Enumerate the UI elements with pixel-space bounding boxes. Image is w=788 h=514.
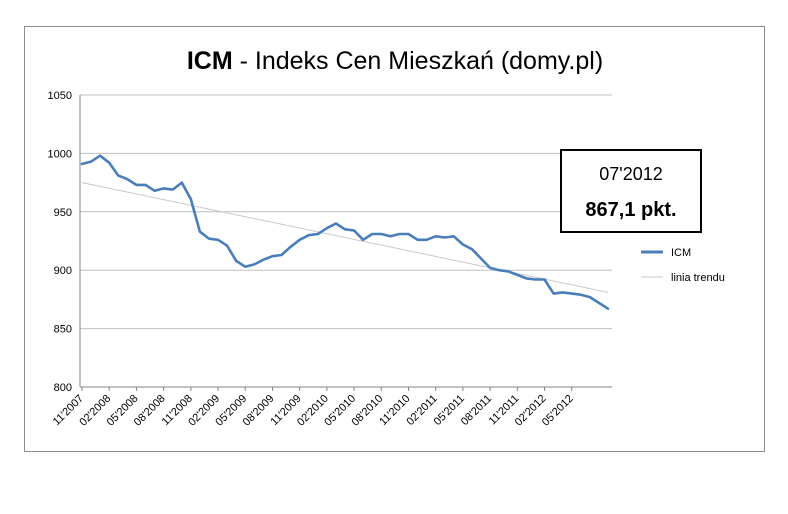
chart-title-rest: - Indeks Cen Mieszkań (domy.pl): [233, 47, 604, 75]
chart-svg: ICM - Indeks Cen Mieszkań (domy.pl) 8008…: [48, 47, 725, 429]
x-tick-label: 08'2011: [459, 393, 494, 428]
chart-title: ICM - Indeks Cen Mieszkań (domy.pl): [187, 47, 603, 75]
y-axis-tick-labels: 800 850 900 950 1000 1050: [48, 90, 72, 394]
annotation-box-border: [560, 149, 702, 233]
chart-frame: ICM - Indeks Cen Mieszkań (domy.pl) 800 8…: [24, 26, 765, 452]
legend-label-icm: ICM: [671, 247, 691, 259]
series-layer: [80, 154, 610, 311]
y-tick-label: 900: [54, 265, 72, 277]
annotation-month: 07'2012: [599, 164, 663, 184]
y-tick-label: 950: [54, 207, 72, 219]
y-tick-label: 1050: [48, 90, 72, 102]
annotation-value: 867,1 pkt.: [585, 199, 676, 221]
grid-layer: [79, 94, 612, 391]
y-tick-label: 1000: [48, 148, 72, 160]
annotation-box: 07'2012 867,1 pkt.: [560, 149, 702, 233]
y-tick-label: 850: [54, 324, 72, 336]
legend: ICM linia trendu: [641, 247, 725, 284]
trend-line: [81, 182, 609, 293]
y-tick-label: 800: [54, 382, 72, 394]
legend-label-trend: linia trendu: [671, 272, 725, 284]
icm-series-line: [80, 154, 610, 311]
chart-title-bold: ICM: [187, 47, 233, 75]
x-axis-tick-labels: 11'200702'200805'200808'200811'200802'20…: [51, 393, 576, 429]
